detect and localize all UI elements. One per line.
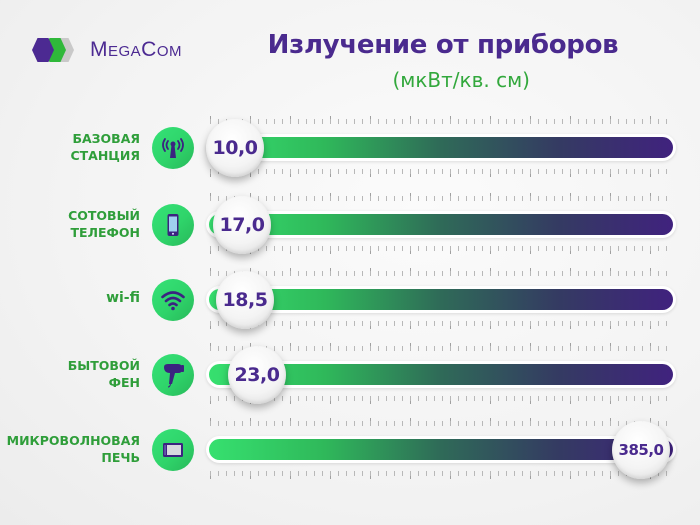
ruler-ticks-bottom (210, 169, 672, 177)
logo-text: MegaCom (90, 38, 182, 61)
ruler-ticks-bottom (210, 321, 672, 329)
ruler-ticks-top (210, 193, 672, 201)
bar-fill (209, 364, 673, 385)
bar-fill (209, 289, 673, 310)
value-knob: 23,0 (228, 346, 286, 404)
bar-fill (209, 137, 673, 158)
value-knob: 10,0 (206, 119, 264, 177)
ruler-ticks-top (210, 268, 672, 276)
row-label: БЫТОВОЙ ФЕН (67, 358, 140, 390)
ruler-ticks-top (210, 116, 672, 124)
hair-dryer-icon (152, 354, 194, 396)
chart-row-cell-phone: СОТОВЫЙ ТЕЛЕФОН 17,0 (0, 187, 700, 261)
row-label: БАЗОВАЯ СТАНЦИЯ (70, 131, 140, 163)
row-label: СОТОВЫЙ ТЕЛЕФОН (68, 208, 140, 240)
value-knob: 18,5 (216, 271, 274, 329)
phone-icon (152, 204, 194, 246)
chart-row-wifi: wi-fi 18,5 (0, 262, 700, 336)
microwave-icon (152, 429, 194, 471)
chart-row-base-station: БАЗОВАЯ СТАНЦИЯ 10,0 (0, 110, 700, 184)
logo-hexagons-icon (32, 38, 78, 62)
ruler-ticks-bottom (210, 471, 672, 479)
ruler-ticks-top (210, 343, 672, 351)
chart-row-hair-dryer: БЫТОВОЙ ФЕН 23,0 (0, 337, 700, 411)
value-knob: 17,0 (213, 196, 271, 254)
wifi-icon (152, 279, 194, 321)
bar-fill (209, 214, 673, 235)
row-label: МИКРОВОЛНОВАЯ ПЕЧЬ (6, 433, 140, 465)
ruler-ticks-bottom (210, 396, 672, 404)
value-knob: 385,0 (612, 421, 670, 479)
chart-row-microwave: МИКРОВОЛНОВАЯ ПЕЧЬ 385,0 (0, 412, 700, 486)
antenna-icon (152, 127, 194, 169)
ruler-ticks-top (210, 418, 672, 426)
chart-subtitle: (мкВт/кв. см) (392, 68, 530, 92)
bar-fill (209, 439, 673, 460)
chart-title: Излучение от приборов (267, 30, 619, 60)
megacom-logo: MegaCom (32, 38, 182, 62)
row-label: wi-fi (106, 290, 140, 306)
ruler-ticks-bottom (210, 246, 672, 254)
